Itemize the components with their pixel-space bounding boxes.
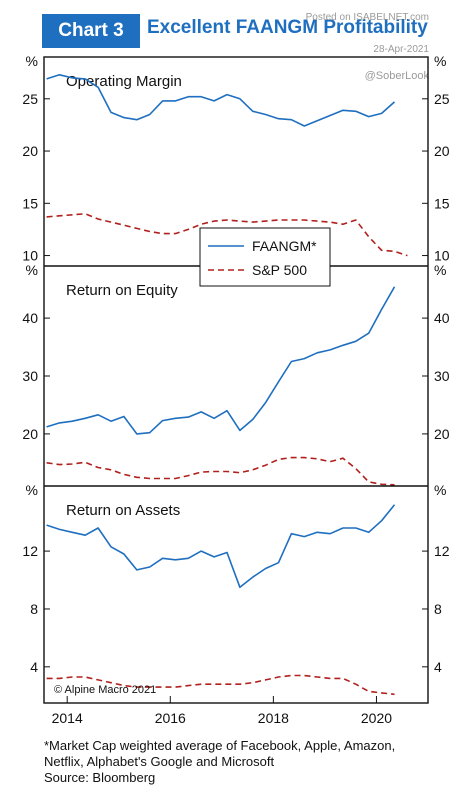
watermark-site: Posted on ISABELNET.com <box>305 12 429 23</box>
watermark-date: 28-Apr-2021 <box>373 44 429 55</box>
y-unit-label-left: % <box>26 262 38 278</box>
y-tick-label-right: 30 <box>434 368 450 384</box>
series-line-faangm <box>46 286 396 435</box>
x-tick-label: 2020 <box>361 710 392 726</box>
y-tick-label-left: 10 <box>22 248 38 264</box>
series-line-faangm <box>46 74 396 127</box>
y-unit-label-left: % <box>26 482 38 498</box>
y-tick-label-left: 20 <box>22 143 38 159</box>
y-tick-label-left: 20 <box>22 426 38 442</box>
y-tick-label-left: 12 <box>22 543 38 559</box>
series-line-faangm <box>46 504 396 589</box>
footnote: *Market Cap weighted average of Facebook… <box>44 738 464 786</box>
legend-label-sp500: S&P 500 <box>252 262 307 278</box>
y-tick-label-left: 15 <box>22 195 38 211</box>
panel-title: Return on Equity <box>66 282 178 299</box>
watermark-handle: @SoberLook <box>364 70 429 82</box>
y-tick-label-right: 15 <box>434 195 450 211</box>
y-tick-label-left: 30 <box>22 368 38 384</box>
y-tick-label-right: 4 <box>434 659 442 675</box>
y-tick-label-left: 25 <box>22 91 38 107</box>
copyright-label: © Alpine Macro 2021 <box>54 684 156 696</box>
y-tick-label-right: 20 <box>434 143 450 159</box>
y-tick-label-right: 40 <box>434 310 450 326</box>
legend-box <box>199 227 331 287</box>
footnote-line-2: Netflix, Alphabet's Google and Microsoft <box>44 754 275 769</box>
panel-title: Return on Assets <box>66 502 180 519</box>
x-tick-label: 2018 <box>258 710 289 726</box>
y-unit-label-left: % <box>26 53 38 69</box>
y-unit-label-right: % <box>434 482 446 498</box>
y-tick-label-right: 25 <box>434 91 450 107</box>
y-tick-label-right: 12 <box>434 543 450 559</box>
legend-label-faangm: FAANGM* <box>252 238 317 254</box>
y-tick-label-right: 10 <box>434 248 450 264</box>
source-note: Source: Bloomberg <box>44 770 156 785</box>
series-line-sp500 <box>46 456 395 486</box>
y-tick-label-left: 40 <box>22 310 38 326</box>
x-tick-label: 2014 <box>52 710 83 726</box>
footnote-line-1: *Market Cap weighted average of Facebook… <box>44 738 396 753</box>
x-tick-label: 2016 <box>155 710 186 726</box>
series-line-sp500 <box>46 674 395 696</box>
plot-frame <box>43 56 429 704</box>
series-line-sp500 <box>46 213 408 257</box>
chart-header: Chart 3 Excellent FAANGM Profitability P… <box>0 0 473 82</box>
y-tick-label-left: 8 <box>30 601 38 617</box>
chart-number-badge: Chart 3 <box>42 14 140 48</box>
chart-title: Excellent FAANGM Profitability <box>147 17 428 38</box>
y-tick-label-left: 4 <box>30 659 38 675</box>
panel-title: Operating Margin <box>66 73 182 90</box>
y-tick-label-right: 20 <box>434 426 450 442</box>
y-unit-label-right: % <box>434 53 446 69</box>
y-tick-label-right: 8 <box>434 601 442 617</box>
y-unit-label-right: % <box>434 262 446 278</box>
